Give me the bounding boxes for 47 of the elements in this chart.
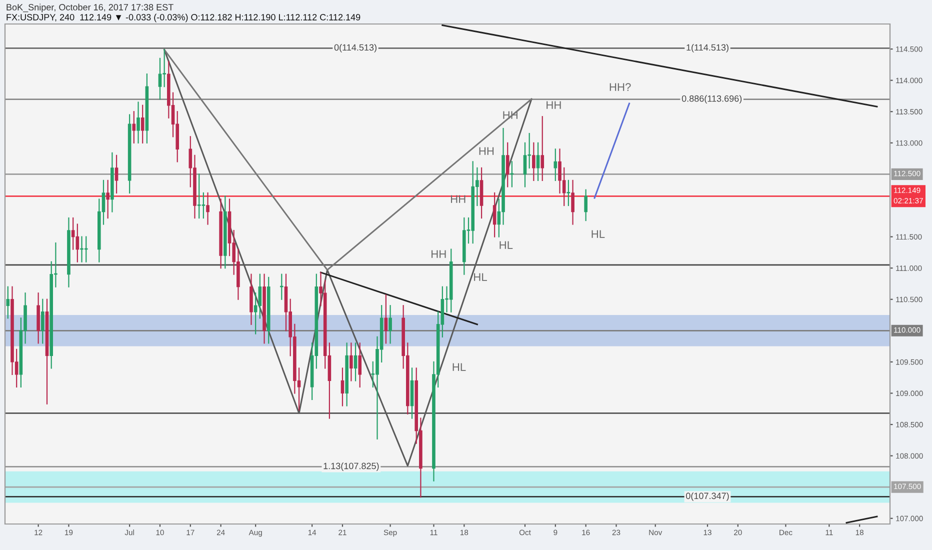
candlestick bbox=[492, 192, 496, 238]
annotation: HH bbox=[451, 195, 466, 203]
candlestick bbox=[158, 58, 162, 100]
annotation: HL bbox=[474, 273, 487, 281]
candlestick bbox=[554, 148, 558, 181]
candlestick bbox=[340, 368, 344, 406]
candlestick bbox=[571, 180, 574, 225]
candlestick bbox=[71, 217, 75, 250]
annotation: 0(107.347) bbox=[686, 492, 729, 501]
candlestick bbox=[532, 142, 536, 181]
candlestick bbox=[354, 342, 358, 382]
annotation: 1.13(107.825) bbox=[324, 462, 379, 471]
candlestick bbox=[350, 342, 353, 382]
candlestick bbox=[162, 49, 166, 88]
candlestick bbox=[258, 274, 262, 319]
annotation: 1(114.513) bbox=[686, 44, 728, 52]
candlestick bbox=[536, 142, 540, 181]
chart-subtitle: FX:USDJPY, 240 112.149 ▼ -0.033 (-0.03%) O:112.182 H:112.190 L:112.112 C:112.149 bbox=[6, 14, 360, 22]
candlestick bbox=[6, 286, 10, 319]
candlestick bbox=[106, 180, 110, 219]
candlestick bbox=[202, 192, 206, 219]
candlestick bbox=[566, 180, 570, 206]
annotation: HH bbox=[479, 147, 494, 155]
candlestick bbox=[523, 142, 527, 188]
candlestick bbox=[540, 116, 544, 181]
candlestick bbox=[358, 342, 362, 388]
candlestick bbox=[41, 298, 44, 344]
annotation: HL bbox=[500, 241, 513, 249]
chart-title: BoK_Sniper, October 16, 2017 17:38 EST bbox=[6, 4, 174, 12]
candlestick bbox=[584, 189, 588, 222]
candlestick bbox=[388, 305, 392, 344]
annotation: HH bbox=[546, 101, 561, 109]
annotation: HL bbox=[452, 363, 466, 371]
annotation: 0.886(113.696) bbox=[682, 95, 742, 104]
annotation: HH? bbox=[610, 83, 631, 91]
annotation: HL bbox=[592, 230, 605, 238]
candlestick bbox=[136, 102, 140, 144]
candlestick bbox=[506, 142, 510, 188]
candlestick bbox=[76, 224, 80, 262]
candlestick bbox=[206, 192, 210, 225]
annotation: HH bbox=[432, 250, 446, 258]
candlestick bbox=[510, 161, 514, 188]
candlestick bbox=[197, 174, 201, 219]
candlestick bbox=[384, 294, 388, 344]
annotation: 0(114.513) bbox=[334, 44, 376, 52]
candlestick bbox=[140, 104, 144, 144]
candlestick bbox=[114, 154, 118, 194]
